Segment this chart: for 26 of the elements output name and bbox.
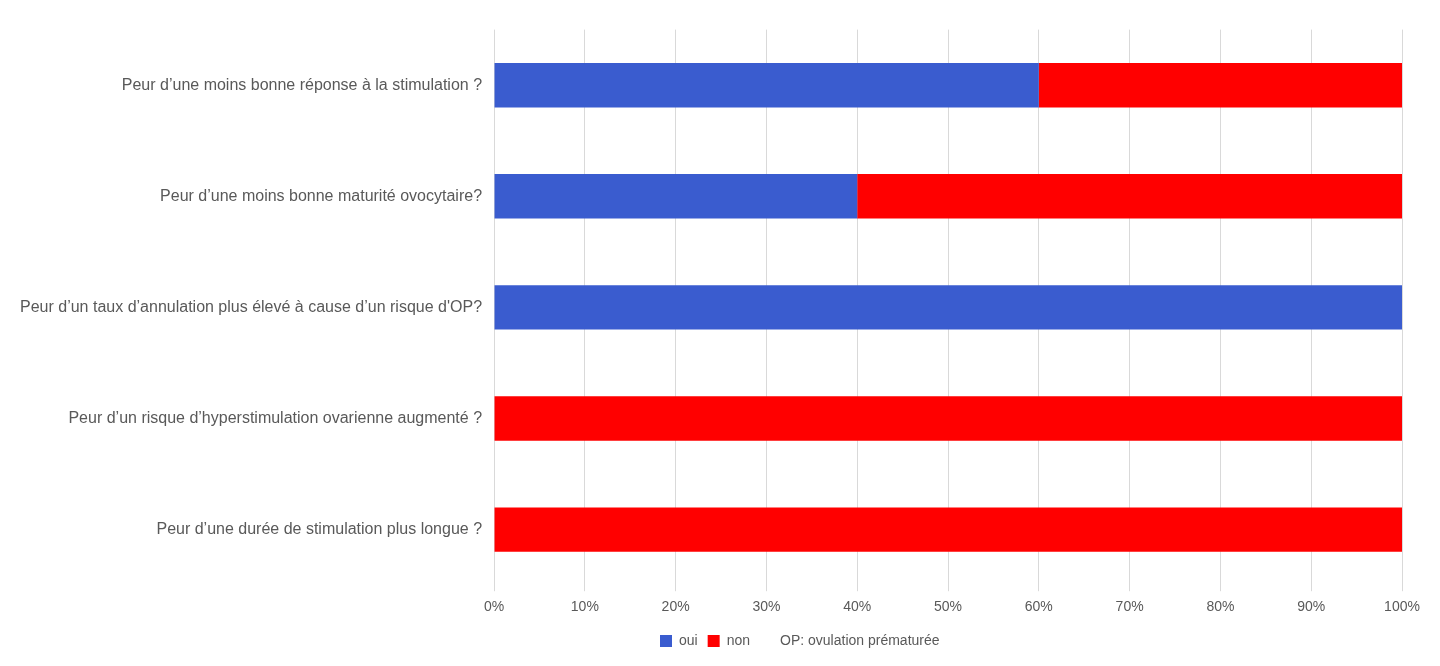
bar — [494, 62, 1039, 108]
legend-label: oui — [678, 631, 698, 648]
x-tick-label: 20% — [661, 598, 690, 615]
text: OP: ovulation prématurée — [780, 631, 940, 648]
x-tick-label: 40% — [843, 598, 872, 615]
bar — [494, 285, 1402, 330]
y-tick-label: Peur d’un taux d’annulation plus élevé à cause d’un risque d'OP? — [20, 297, 483, 315]
x-tick-label: 70% — [1115, 598, 1144, 615]
y-tick-label: Peur d’une durée de stimulation plus longue ? — [156, 520, 483, 538]
x-tick-label: 10% — [570, 598, 599, 615]
bar — [494, 174, 858, 219]
bar — [494, 396, 1402, 441]
bar — [1038, 62, 1402, 108]
x-tick-label: 100% — [1384, 598, 1420, 615]
x-tick-label: 80% — [1206, 598, 1235, 615]
x-tick-label: 60% — [1024, 598, 1053, 615]
y-tick-label: Peur d’une moins bonne maturité ovocytaire? — [160, 186, 483, 204]
bar — [494, 507, 1402, 552]
y-tick-label: Peur d’un risque d’hyperstimulation ovarienne augmenté ? — [68, 408, 483, 426]
y-tick-label: Peur d’une moins bonne réponse à la stimulation ? — [121, 75, 483, 93]
legend-label: non — [726, 631, 751, 648]
x-tick-label: 0% — [483, 598, 505, 615]
x-tick-label: 90% — [1297, 598, 1326, 615]
x-tick-label: 30% — [752, 598, 781, 615]
x-tick-label: 50% — [934, 598, 963, 615]
bar — [857, 174, 1402, 219]
